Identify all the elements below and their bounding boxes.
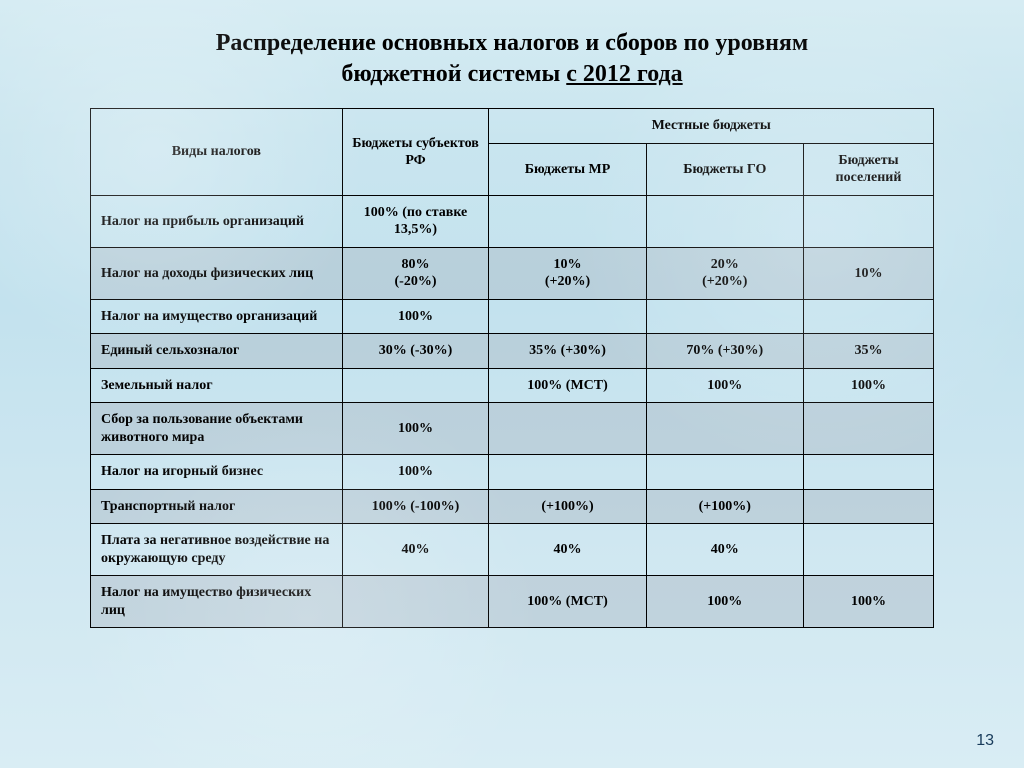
row-label-cell: Плата за негативное воздействие на окруж… <box>91 524 343 576</box>
table-row: Налог на имущество организаций100% <box>91 299 934 334</box>
table-row: Земельный налог100% (МСТ)100%100% <box>91 368 934 403</box>
table-row: Плата за негативное воздействие на окруж… <box>91 524 934 576</box>
data-cell: 100% <box>646 368 803 403</box>
row-label-cell: Налог на имущество организаций <box>91 299 343 334</box>
data-cell: 10%(+20%) <box>489 247 646 299</box>
slide-title: Распределение основных налогов и сборов … <box>90 28 934 90</box>
data-cell <box>646 299 803 334</box>
data-cell <box>803 489 933 524</box>
row-label-cell: Налог на прибыль организаций <box>91 195 343 247</box>
data-cell: 40% <box>489 524 646 576</box>
data-cell <box>803 403 933 455</box>
table-row: Сбор за пользование объектами животного … <box>91 403 934 455</box>
data-cell: 35% (+30%) <box>489 334 646 369</box>
data-cell: (+100%) <box>489 489 646 524</box>
data-cell <box>646 455 803 490</box>
table-header: Виды налогов Бюджеты субъектов РФ Местны… <box>91 109 934 196</box>
title-line2-prefix: бюджетной системы <box>341 61 566 87</box>
data-cell: 100% (МСТ) <box>489 368 646 403</box>
data-cell: 30% (-30%) <box>342 334 489 369</box>
table-row: Единый сельхозналог30% (-30%)35% (+30%)7… <box>91 334 934 369</box>
data-cell <box>646 195 803 247</box>
table-row: Налог на имущество физических лиц 100% (М… <box>91 576 934 628</box>
tax-distribution-table: Виды налогов Бюджеты субъектов РФ Местны… <box>90 108 934 628</box>
data-cell: 100% <box>803 368 933 403</box>
data-cell <box>803 455 933 490</box>
table-body: Налог на прибыль организаций100% (по ста… <box>91 195 934 628</box>
header-settlements: Бюджеты поселений <box>803 143 933 195</box>
title-line2-underlined: с 2012 года <box>566 61 682 87</box>
data-cell <box>342 368 489 403</box>
table-row: Налог на игорный бизнес100% <box>91 455 934 490</box>
header-go: Бюджеты ГО <box>646 143 803 195</box>
row-label-cell: Земельный налог <box>91 368 343 403</box>
data-cell <box>342 576 489 628</box>
data-cell: 40% <box>342 524 489 576</box>
slide: Распределение основных налогов и сборов … <box>0 0 1024 768</box>
data-cell <box>489 403 646 455</box>
row-label-cell: Налог на доходы физических лиц <box>91 247 343 299</box>
table-row: Налог на прибыль организаций100% (по ста… <box>91 195 934 247</box>
data-cell: 35% <box>803 334 933 369</box>
page-number: 13 <box>976 732 994 750</box>
data-cell <box>803 524 933 576</box>
data-cell: 10% <box>803 247 933 299</box>
data-cell: 100% (-100%) <box>342 489 489 524</box>
data-cell: 100% <box>803 576 933 628</box>
data-cell <box>489 455 646 490</box>
data-cell: 20%(+20%) <box>646 247 803 299</box>
data-cell: 70% (+30%) <box>646 334 803 369</box>
data-cell: 80%(-20%) <box>342 247 489 299</box>
data-cell <box>489 299 646 334</box>
row-label-cell: Сбор за пользование объектами животного … <box>91 403 343 455</box>
data-cell: 100% <box>646 576 803 628</box>
header-mr: Бюджеты МР <box>489 143 646 195</box>
data-cell: 100% (МСТ) <box>489 576 646 628</box>
row-label-cell: Налог на имущество физических лиц <box>91 576 343 628</box>
title-line1: Распределение основных налогов и сборов … <box>216 30 809 56</box>
data-cell <box>489 195 646 247</box>
data-cell: 100% <box>342 403 489 455</box>
data-cell: 40% <box>646 524 803 576</box>
table-row: Транспортный налог100% (-100%)(+100%)(+1… <box>91 489 934 524</box>
row-label-cell: Единый сельхозналог <box>91 334 343 369</box>
data-cell: 100% (по ставке 13,5%) <box>342 195 489 247</box>
data-cell <box>803 195 933 247</box>
data-cell <box>646 403 803 455</box>
row-label-cell: Налог на игорный бизнес <box>91 455 343 490</box>
header-tax-types: Виды налогов <box>91 109 343 196</box>
table-row: Налог на доходы физических лиц80%(-20%)1… <box>91 247 934 299</box>
header-subjects: Бюджеты субъектов РФ <box>342 109 489 196</box>
data-cell: 100% <box>342 299 489 334</box>
row-label-cell: Транспортный налог <box>91 489 343 524</box>
data-cell: (+100%) <box>646 489 803 524</box>
data-cell <box>803 299 933 334</box>
header-local: Местные бюджеты <box>489 109 934 144</box>
data-cell: 100% <box>342 455 489 490</box>
